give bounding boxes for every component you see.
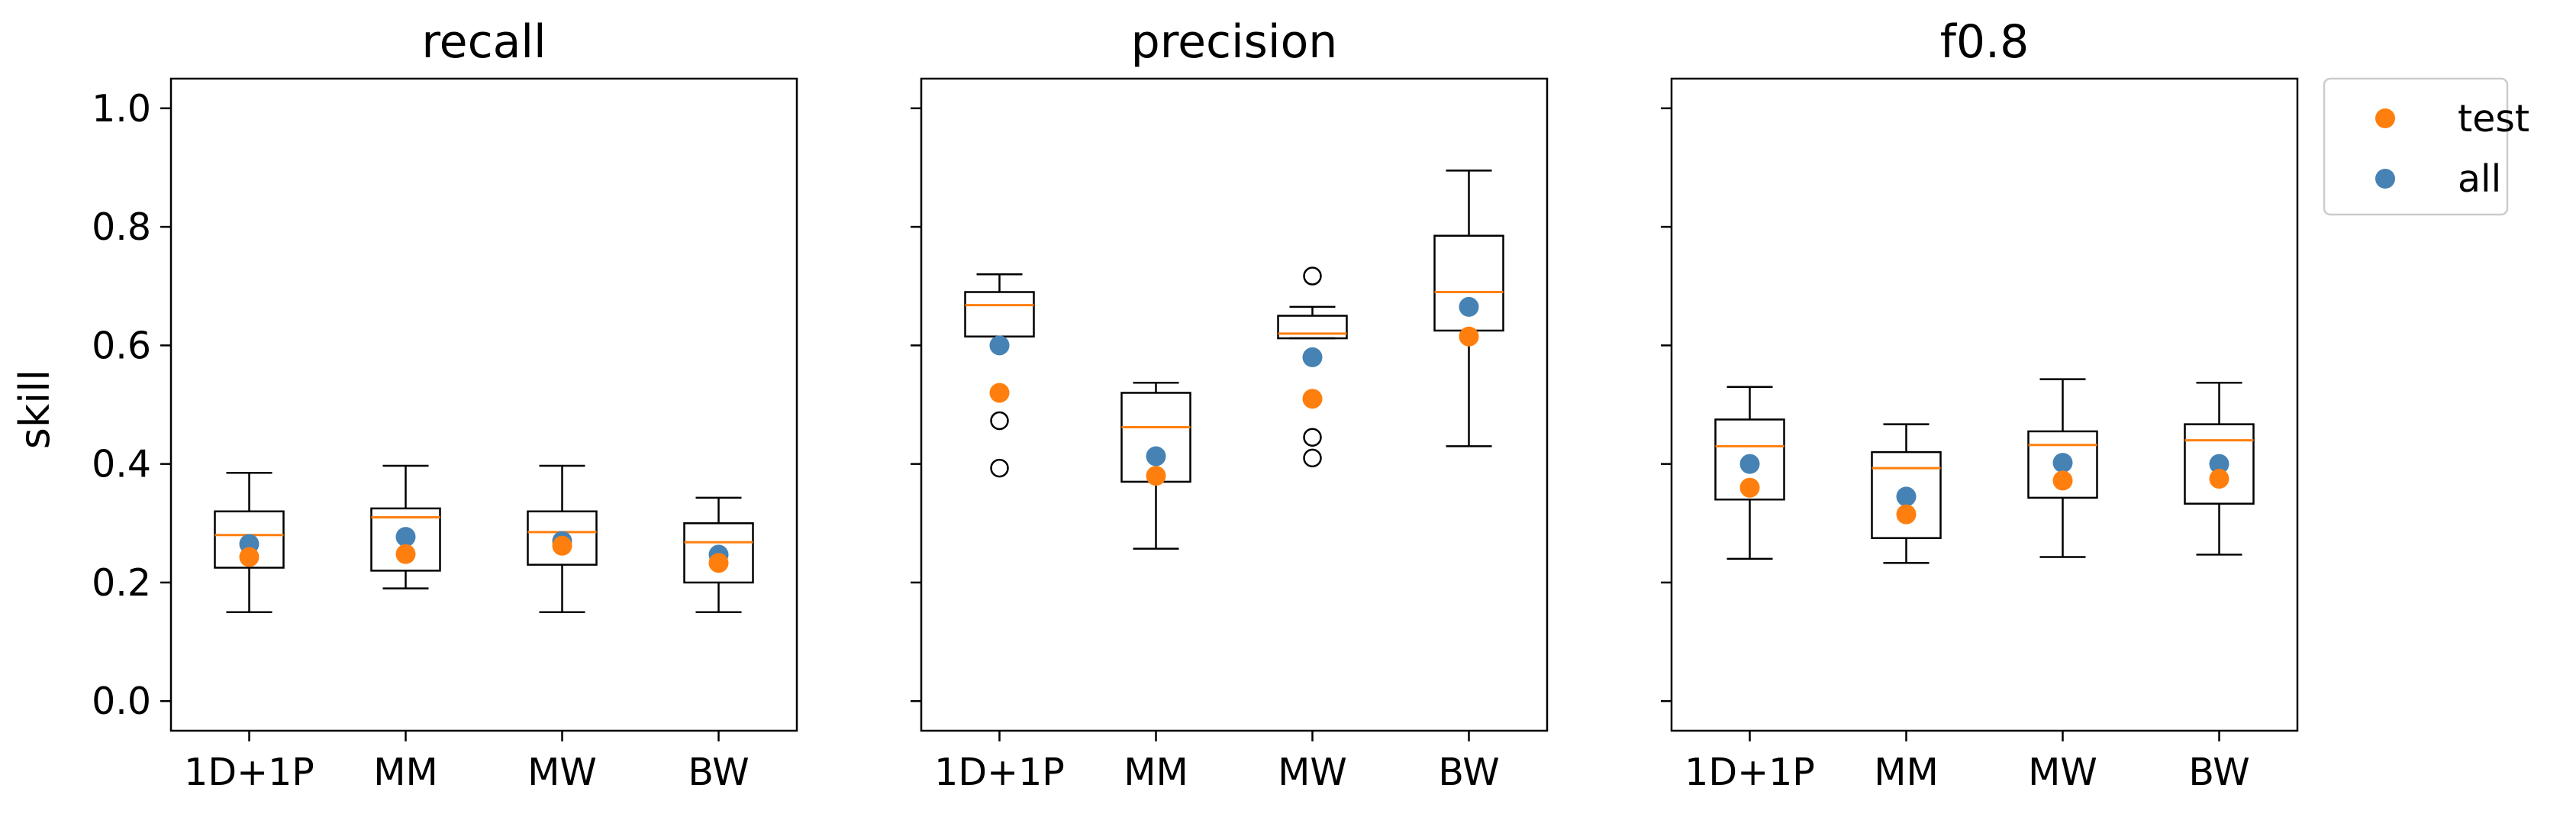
all-point — [395, 527, 416, 547]
x-tick-label: BW — [2188, 751, 2249, 794]
test-point — [1146, 466, 1166, 486]
plot-frame — [920, 77, 1549, 732]
x-tick-label: BW — [1438, 751, 1499, 794]
box-iqr — [2027, 430, 2098, 499]
box-mw — [1277, 266, 1348, 468]
y-tick-label: 0.6 — [92, 324, 151, 367]
outlier-point — [1303, 428, 1322, 447]
box-mw — [2027, 378, 2098, 558]
y-tick-label: 1.0 — [92, 87, 151, 131]
legend-label-all: all — [2458, 157, 2501, 201]
box-mm — [370, 464, 441, 589]
panel-3: f0.8 1D+1P MM MW BW — [1661, 15, 2299, 794]
all-point — [1896, 486, 1917, 507]
box-iqr — [964, 291, 1035, 337]
box-iqr — [214, 510, 285, 569]
box-iqr — [1714, 418, 1785, 501]
panel-title: f0.8 — [1940, 15, 2030, 69]
plot-frame — [169, 77, 798, 732]
all-point — [989, 335, 1010, 356]
y-tick-label: 0.4 — [92, 443, 151, 486]
legend-label-test: test — [2458, 97, 2529, 140]
box-iqr — [370, 507, 441, 572]
legend-marker-test — [2375, 108, 2395, 128]
test-point — [708, 553, 729, 573]
x-tick-label: 1D+1P — [184, 751, 314, 794]
test-point — [1896, 504, 1917, 525]
outlier-point — [990, 458, 1009, 478]
outlier-point — [1303, 266, 1322, 286]
box-mw — [527, 464, 598, 613]
outlier-point — [990, 411, 1009, 431]
y-tick-label: 0.0 — [92, 680, 151, 723]
panel-title: precision — [1131, 15, 1338, 69]
box-iqr — [683, 522, 754, 584]
legend-box — [2323, 77, 2509, 216]
box-iqr — [527, 510, 598, 566]
test-point — [395, 544, 416, 564]
legend-marker-all — [2375, 169, 2395, 189]
test-point — [552, 535, 572, 556]
test-point — [1739, 477, 1760, 498]
test-point — [2209, 469, 2229, 489]
legend: test all — [2323, 77, 2529, 216]
box-bw — [2184, 382, 2255, 556]
all-point — [1459, 296, 1479, 317]
box-1d-1p — [1714, 386, 1785, 560]
test-point — [2052, 470, 2073, 491]
x-tick-label: MW — [527, 751, 597, 794]
x-tick-label: 1D+1P — [934, 751, 1065, 794]
box-bw — [1433, 170, 1504, 447]
all-point — [2209, 454, 2229, 474]
test-point — [989, 383, 1010, 403]
all-point — [2052, 453, 2073, 473]
y-axis-label: skill — [11, 370, 59, 449]
test-point — [1459, 326, 1479, 347]
box-iqr — [1871, 450, 1942, 539]
y-tick-label: 0.8 — [92, 205, 151, 249]
x-tick-label: BW — [688, 751, 749, 794]
x-tick-label: MM — [1124, 751, 1188, 794]
x-tick-label: MW — [2028, 751, 2097, 794]
panel-title: recall — [421, 15, 546, 69]
plot-frame — [1670, 77, 2299, 732]
x-tick-label: 1D+1P — [1685, 751, 1815, 794]
box-bw — [683, 496, 754, 613]
all-point — [1146, 446, 1166, 467]
all-point — [1739, 454, 1760, 474]
x-tick-label: MM — [1874, 751, 1939, 794]
outlier-point — [1303, 448, 1322, 468]
box-1d-1p — [964, 273, 1035, 478]
box-iqr — [2184, 423, 2255, 505]
x-tick-label: MW — [1278, 751, 1347, 794]
all-point — [1302, 347, 1323, 367]
test-point — [239, 547, 260, 567]
y-tick-label: 0.2 — [92, 561, 151, 605]
x-tick-label: MM — [373, 751, 438, 794]
panel-1: recall 0.0 0.2 0.4 0.6 0.8 1.0 1D+1P MM MW BW — [92, 15, 798, 794]
box-iqr — [1277, 315, 1348, 340]
box-1d-1p — [214, 472, 285, 613]
box-mm — [1871, 423, 1942, 564]
box-mm — [1120, 382, 1191, 550]
panel-2: precision 1D+1P MM MW BW — [911, 15, 1549, 794]
test-point — [1302, 389, 1323, 409]
